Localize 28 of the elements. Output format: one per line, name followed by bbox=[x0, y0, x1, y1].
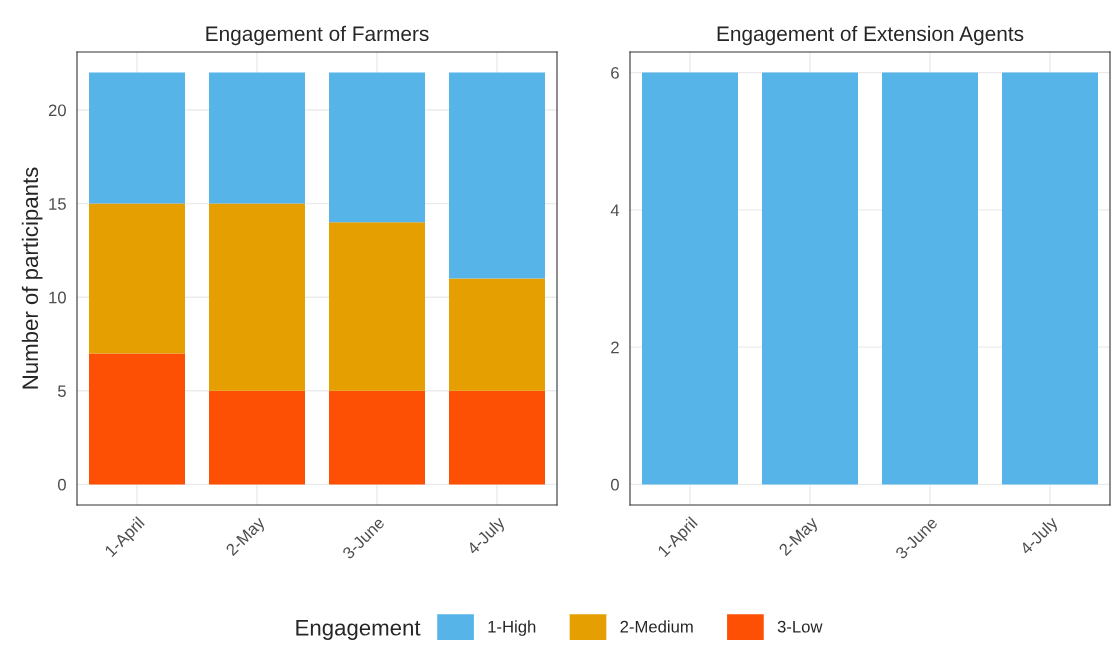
bar bbox=[449, 72, 545, 279]
chart-title: Engagement of Farmers bbox=[206, 25, 429, 46]
bar bbox=[209, 203, 305, 391]
y-axis-title: Number of participants bbox=[21, 167, 43, 389]
bar bbox=[449, 390, 545, 485]
y-tick-label: 6 bbox=[611, 66, 619, 79]
y-tick-label: 20 bbox=[48, 104, 66, 117]
y-tick-label: 15 bbox=[49, 198, 66, 210]
y-tick-label: 10 bbox=[49, 291, 66, 304]
legend-title: Engagement bbox=[296, 620, 421, 640]
legend-label: 1-High bbox=[488, 620, 536, 636]
y-tick-label: 4 bbox=[610, 204, 620, 216]
bar bbox=[89, 353, 185, 485]
y-tick-label: 5 bbox=[57, 385, 66, 398]
bar bbox=[329, 390, 425, 485]
y-tick-label: 2 bbox=[611, 341, 619, 354]
y-tick-label: 0 bbox=[610, 478, 619, 491]
bar bbox=[209, 390, 305, 485]
legend-label: 2-Medium bbox=[620, 620, 693, 633]
legend-label: 3-Low bbox=[777, 620, 823, 633]
chart-title: Engagement of Extension Agents bbox=[717, 25, 1024, 46]
bar bbox=[209, 72, 305, 204]
bar bbox=[89, 203, 185, 354]
bar bbox=[329, 72, 425, 223]
bar bbox=[329, 222, 425, 391]
bar bbox=[449, 278, 545, 391]
bar bbox=[89, 72, 185, 204]
y-tick-label: 0 bbox=[57, 478, 66, 491]
